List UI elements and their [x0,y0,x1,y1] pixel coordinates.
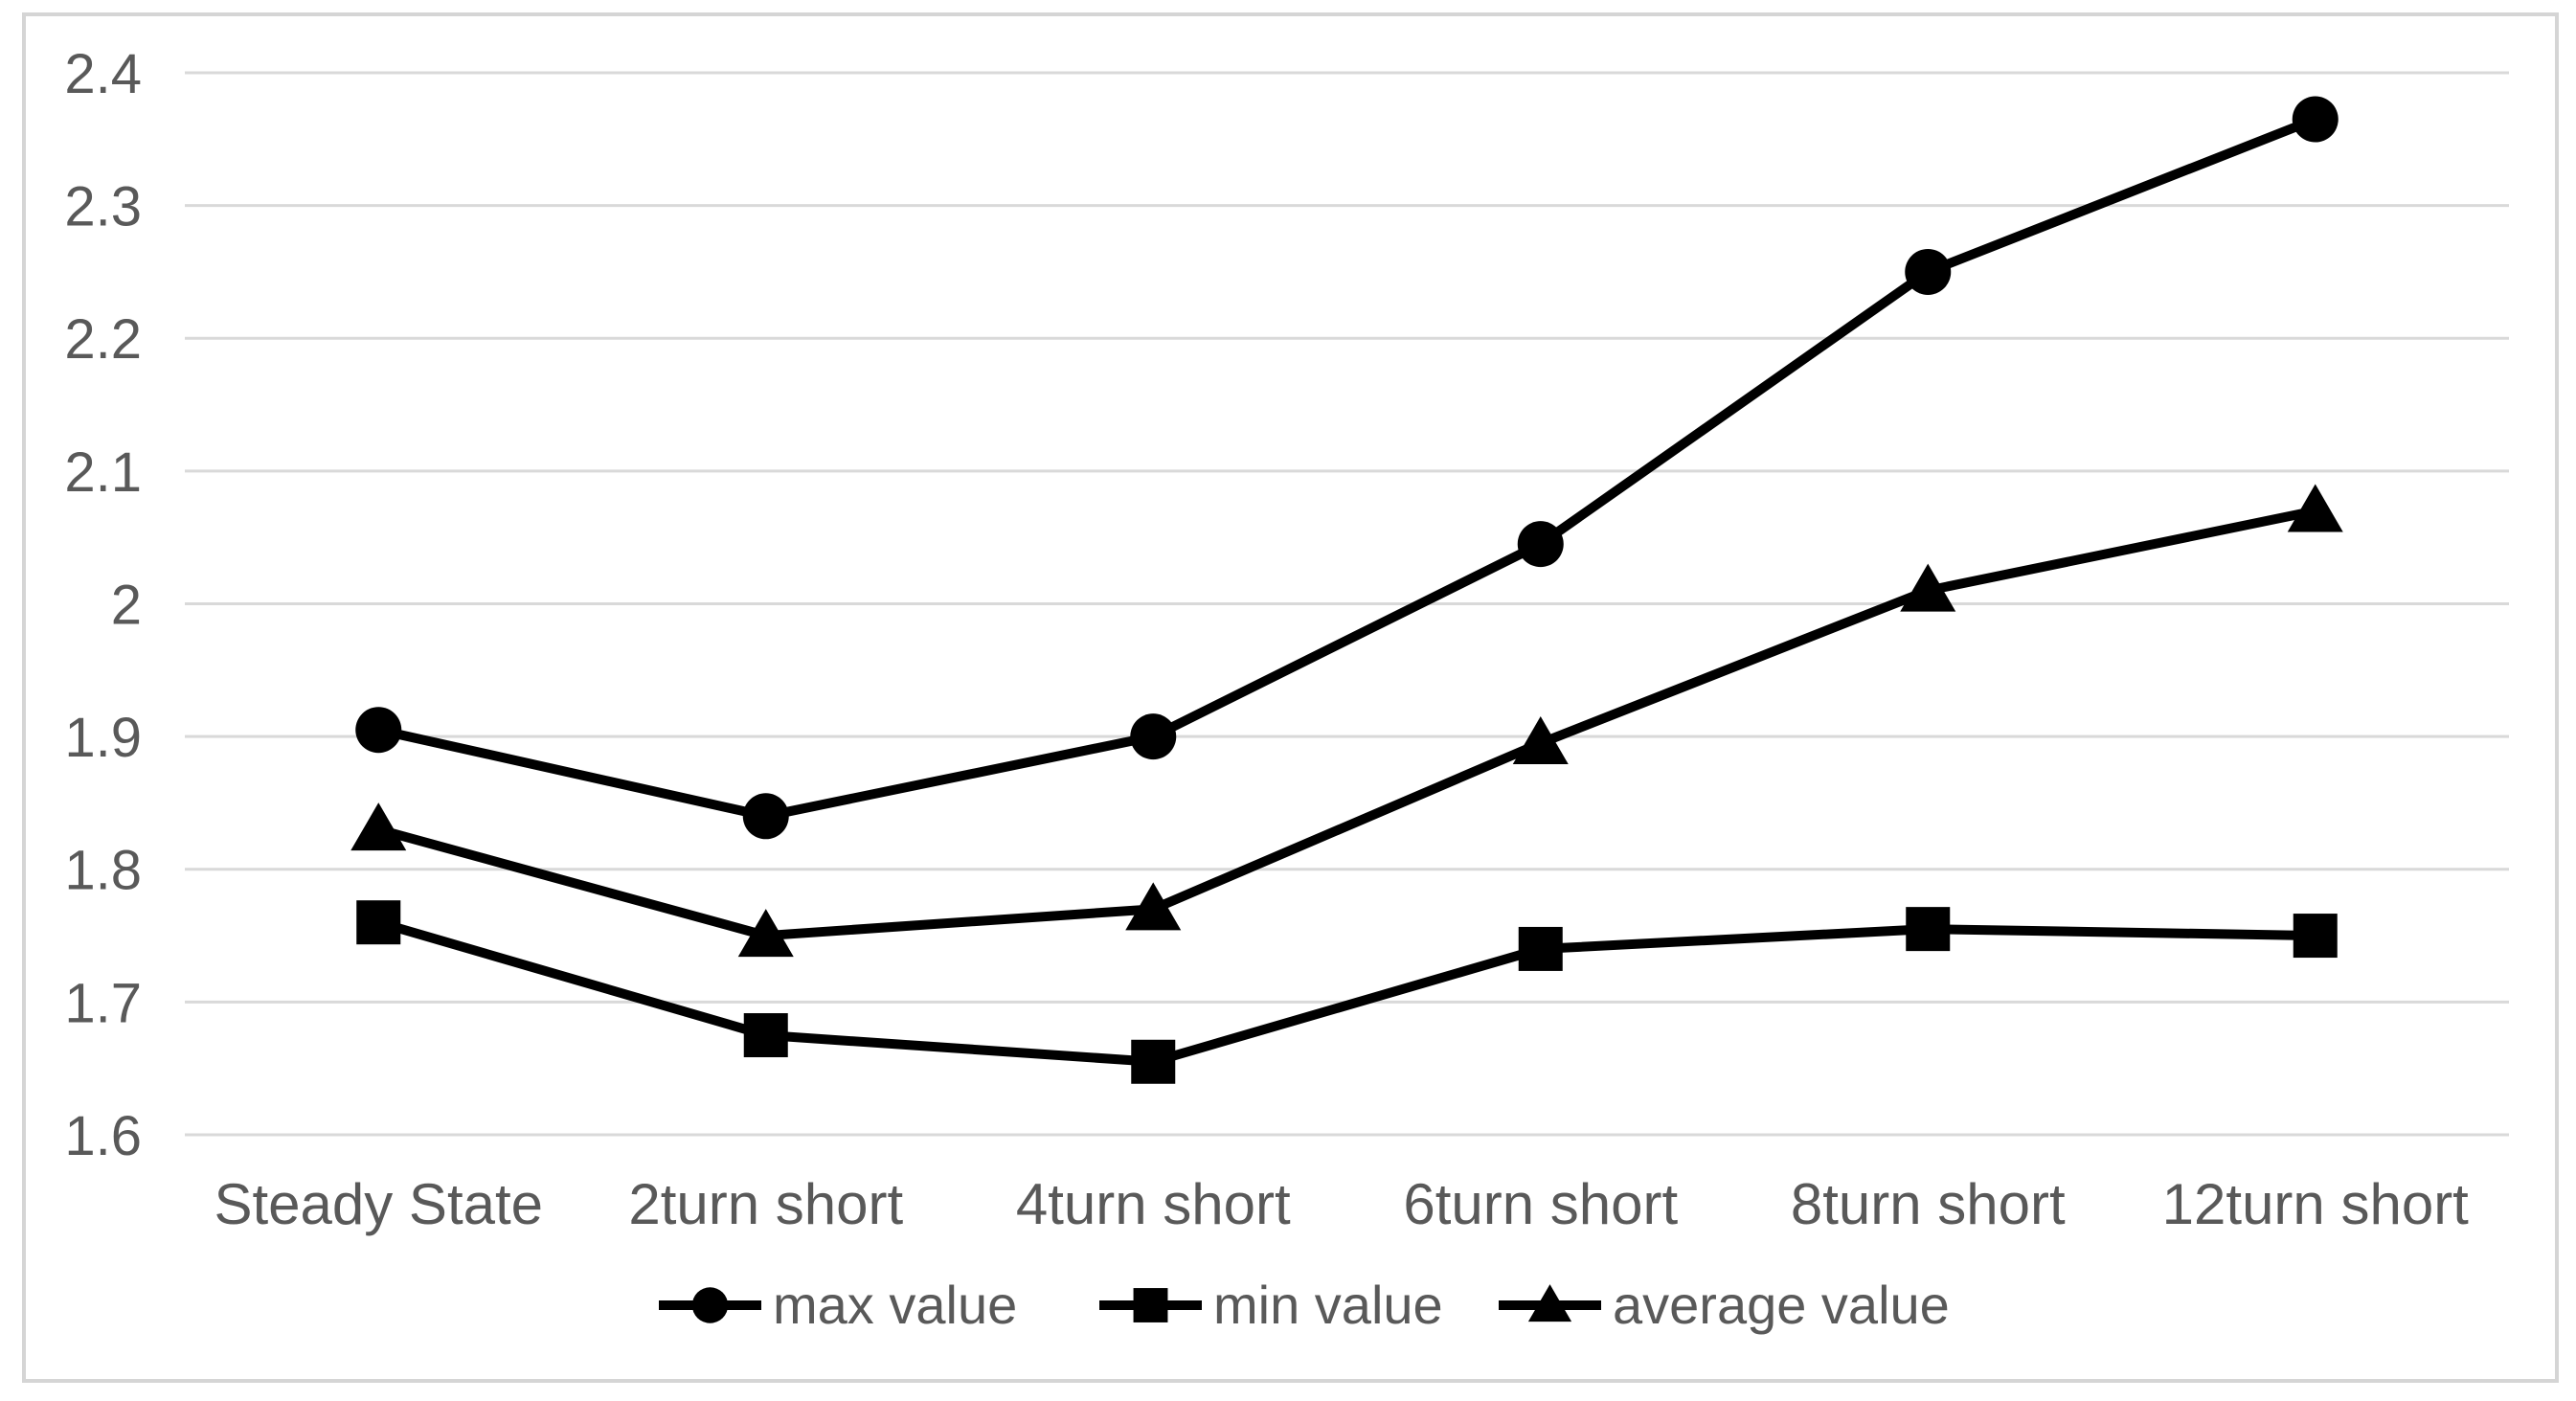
x-category-label: 12turn short [2162,1172,2470,1236]
data-point-square-icon [743,1013,788,1058]
legend-label: max value [773,1275,1017,1335]
y-tick-label: 1.6 [64,1105,142,1167]
data-point-circle-icon [1905,248,1952,295]
data-point-triangle-icon [2287,484,2343,532]
chart-border [22,12,2559,1383]
x-category-label: 8turn short [1791,1172,2066,1236]
legend-item-average-value: average value [1499,1275,1950,1335]
data-point-triangle-icon [1512,716,1569,765]
data-point-triangle-icon [350,802,407,851]
legend-square-icon [1133,1288,1168,1322]
data-point-triangle-icon [1125,882,1182,931]
y-tick-label: 2.4 [64,43,142,105]
legend-circle-icon [691,1287,729,1323]
y-tick-label: 2.3 [64,176,142,238]
legend-label: min value [1213,1275,1443,1335]
data-point-circle-icon [355,707,402,754]
data-point-circle-icon [742,793,789,840]
legend-triangle-icon [1527,1284,1572,1322]
data-point-square-icon [356,900,401,945]
series-line-max-value [373,114,2320,822]
y-tick-label: 1.9 [64,707,142,769]
data-point-square-icon [1518,926,1563,971]
data-point-triangle-icon [1900,563,1956,612]
data-point-circle-icon [1130,713,1177,760]
x-category-label: 2turn short [628,1172,903,1236]
data-point-circle-icon [1517,521,1564,568]
legend: max value min value average value [659,1275,1950,1335]
series-max-value [355,96,2339,840]
series-line-min-value [373,917,2320,1067]
data-point-triangle-icon [737,909,794,958]
x-category-label: 4turn short [1016,1172,1291,1236]
y-tick-label: 1.8 [64,840,142,902]
series-min-value [356,900,2338,1084]
legend-item-max-value: max value [659,1275,1017,1335]
y-tick-label: 2.1 [64,441,142,504]
x-category-label: Steady State [214,1172,543,1236]
legend-label: average value [1613,1275,1950,1335]
y-tick-label: 2 [111,574,142,636]
y-tick-label: 2.2 [64,308,142,371]
gridlines-group [185,71,2509,1137]
series-average-value [350,484,2343,958]
y-axis-labels-group: 2.4 2.3 2.2 2.1 2 1.9 1.8 1.7 1.6 [64,43,142,1167]
x-category-label: 6turn short [1403,1172,1678,1236]
legend-item-min-value: min value [1099,1275,1443,1335]
y-tick-label: 1.7 [64,972,142,1034]
data-point-square-icon [1131,1039,1176,1084]
data-point-square-icon [1906,907,1951,952]
x-axis-labels-group: Steady State 2turn short 4turn short 6turn … [214,1172,2469,1236]
series-line-average-value [373,506,2320,941]
data-point-square-icon [2293,914,2338,959]
data-point-circle-icon [2292,96,2339,143]
